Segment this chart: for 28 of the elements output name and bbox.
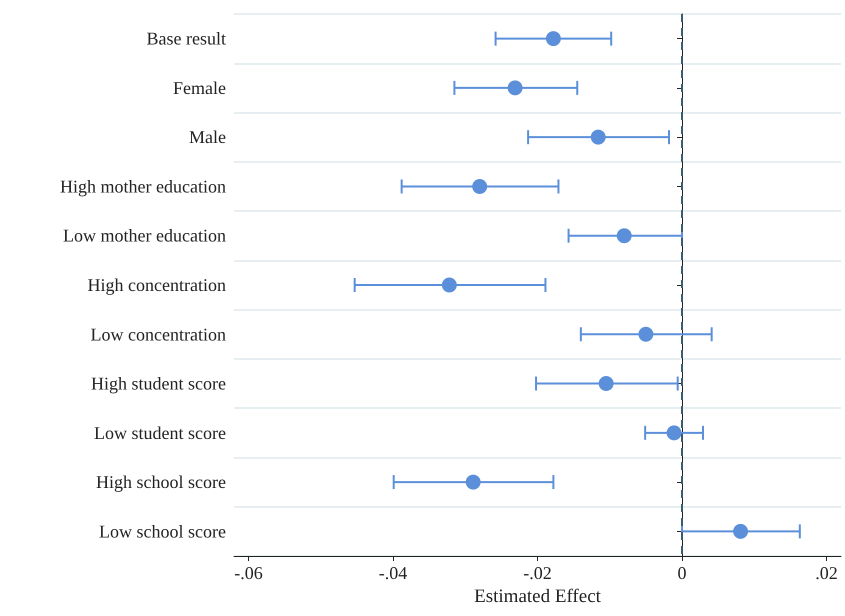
y-tick-label: Base result xyxy=(146,28,226,49)
y-tick-label: Low school score xyxy=(99,521,226,542)
y-tick-label: Low concentration xyxy=(90,324,226,344)
y-tick-label: High school score xyxy=(96,472,226,492)
point xyxy=(733,524,748,539)
point xyxy=(466,474,481,490)
point xyxy=(590,130,606,145)
x-tick-label: 0 xyxy=(678,563,687,583)
point xyxy=(616,228,632,244)
y-tick-label: High concentration xyxy=(88,275,226,295)
point xyxy=(472,178,488,194)
x-tick-label: .02 xyxy=(815,563,838,583)
point xyxy=(638,326,654,342)
y-tick-label: Male xyxy=(189,127,226,148)
y-tick-label: High mother education xyxy=(60,176,226,196)
x-tick-label: -.04 xyxy=(378,563,408,583)
x-tick-label: -.06 xyxy=(234,563,263,583)
y-tick-label: Female xyxy=(173,78,226,98)
y-tick-label: High student score xyxy=(91,374,226,394)
point xyxy=(508,80,523,96)
point xyxy=(666,425,682,440)
point xyxy=(546,31,561,46)
x-tick-label: -.02 xyxy=(523,563,552,583)
x-axis-title: Estimated Effect xyxy=(474,586,602,607)
y-tick-label: Low mother education xyxy=(63,226,226,246)
point xyxy=(598,376,614,392)
point xyxy=(442,278,457,292)
y-tick-label: Low student score xyxy=(94,422,226,443)
